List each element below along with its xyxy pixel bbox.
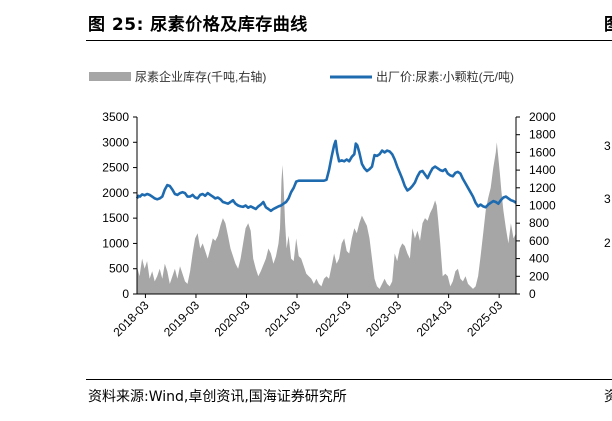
x-tick-label: 2023-03 [363,298,404,339]
x-tick-label: 2025-03 [464,298,505,339]
left-tick-label: 0 [122,287,129,301]
inventory-area [137,142,516,294]
right-tick-label: 800 [529,216,549,230]
price-line [135,139,517,213]
x-tick-label: 2021-03 [262,298,303,339]
right-tick-label: 600 [529,234,549,248]
clipped-next-figure-tick: 2 [604,236,611,250]
left-tick-label: 2000 [102,186,129,200]
right-tick-label: 1600 [529,145,556,159]
left-tick-label: 1000 [102,236,129,250]
left-tick-label: 1500 [102,211,129,225]
figure-title: 图 25: 尿素价格及库存曲线 [88,15,308,35]
chart-legend: 尿素企业库存(千吨,右轴) 出厂价:尿素:小颗粒(元/吨) [89,69,514,84]
clipped-next-figure-tick: 3 [604,139,611,153]
source-note: 资料来源:Wind,卓创资讯,国海证券研究所 [88,389,347,405]
left-tick-label: 500 [109,262,129,276]
right-tick-label: 1400 [529,163,556,177]
source-divider [86,379,612,380]
right-tick-label: 1800 [529,128,556,142]
title-divider [86,40,612,41]
x-tick-label: 2022-03 [313,298,354,339]
clipped-next-source-glyph: 资 [604,389,612,405]
clipped-next-figure-tick: 3 [604,192,611,206]
x-tick-label: 2018-03 [110,298,151,339]
x-tick-label: 2024-03 [414,298,455,339]
x-tick-label: 2020-03 [212,298,253,339]
left-tick-label: 3500 [102,110,129,124]
right-tick-label: 1200 [529,181,556,195]
right-tick-label: 200 [529,269,549,283]
clipped-next-figure-glyph: 图 [604,10,612,35]
right-tick-label: 400 [529,252,549,266]
left-tick-label: 2500 [102,161,129,175]
left-tick-label: 3000 [102,135,129,149]
right-tick-label: 2000 [529,110,556,124]
x-tick-label: 2019-03 [161,298,202,339]
legend-inventory-label: 尿素企业库存(千吨,右轴) [135,69,266,84]
right-tick-label: 0 [529,287,536,301]
right-tick-label: 1000 [529,199,556,213]
legend-price-label: 出厂价:尿素:小颗粒(元/吨) [376,69,514,84]
legend-inventory-swatch [89,72,131,81]
plot-area: 0 500 1000 1500 2000 2500 3000 3500 0 200 400 600 80… [102,110,611,339]
